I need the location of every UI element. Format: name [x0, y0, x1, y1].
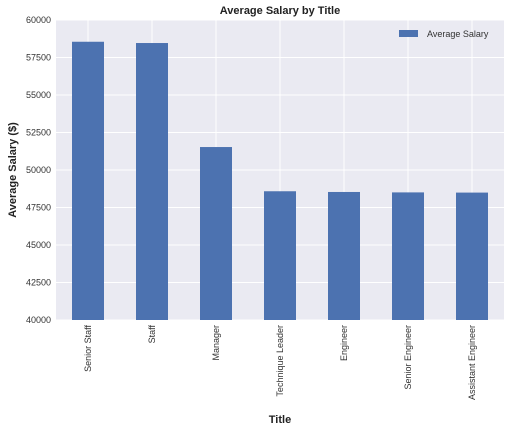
y-axis-ticks: 40000 42500 45000 47500 50000 52500 55000 57500…	[26, 15, 51, 325]
bar	[200, 147, 232, 320]
y-tick-label: 45000	[26, 240, 51, 250]
y-tick-label: 47500	[26, 203, 51, 213]
x-tick-label: Staff	[147, 325, 157, 344]
bars	[72, 41, 488, 321]
x-tick-label: Manager	[211, 325, 221, 361]
legend: Average Salary	[399, 29, 489, 39]
y-tick-label: 55000	[26, 90, 51, 100]
y-axis-title: Average Salary ($)	[7, 122, 19, 218]
legend-label: Average Salary	[427, 29, 489, 39]
bar	[456, 192, 488, 320]
legend-swatch	[399, 30, 418, 37]
x-axis-ticks: Senior Staff Staff Manager Technique Leader…	[83, 325, 477, 401]
y-tick-label: 52500	[26, 128, 51, 138]
bar	[72, 41, 104, 320]
bar	[136, 43, 168, 321]
bar	[392, 192, 424, 320]
chart-title: Average Salary by Title	[220, 5, 340, 17]
x-tick-label: Senior Staff	[83, 325, 93, 372]
x-tick-label: Engineer	[339, 325, 349, 361]
bar	[264, 191, 296, 320]
y-tick-label: 57500	[26, 53, 51, 63]
x-tick-label: Technique Leader	[275, 325, 285, 397]
y-tick-label: 42500	[26, 278, 51, 288]
x-axis-title: Title	[269, 414, 291, 426]
x-tick-label: Assistant Engineer	[467, 325, 477, 400]
y-tick-label: 40000	[26, 315, 51, 325]
y-tick-label: 50000	[26, 165, 51, 175]
bar	[328, 191, 360, 320]
y-tick-label: 60000	[26, 15, 51, 25]
x-tick-label: Senior Engineer	[403, 325, 413, 390]
